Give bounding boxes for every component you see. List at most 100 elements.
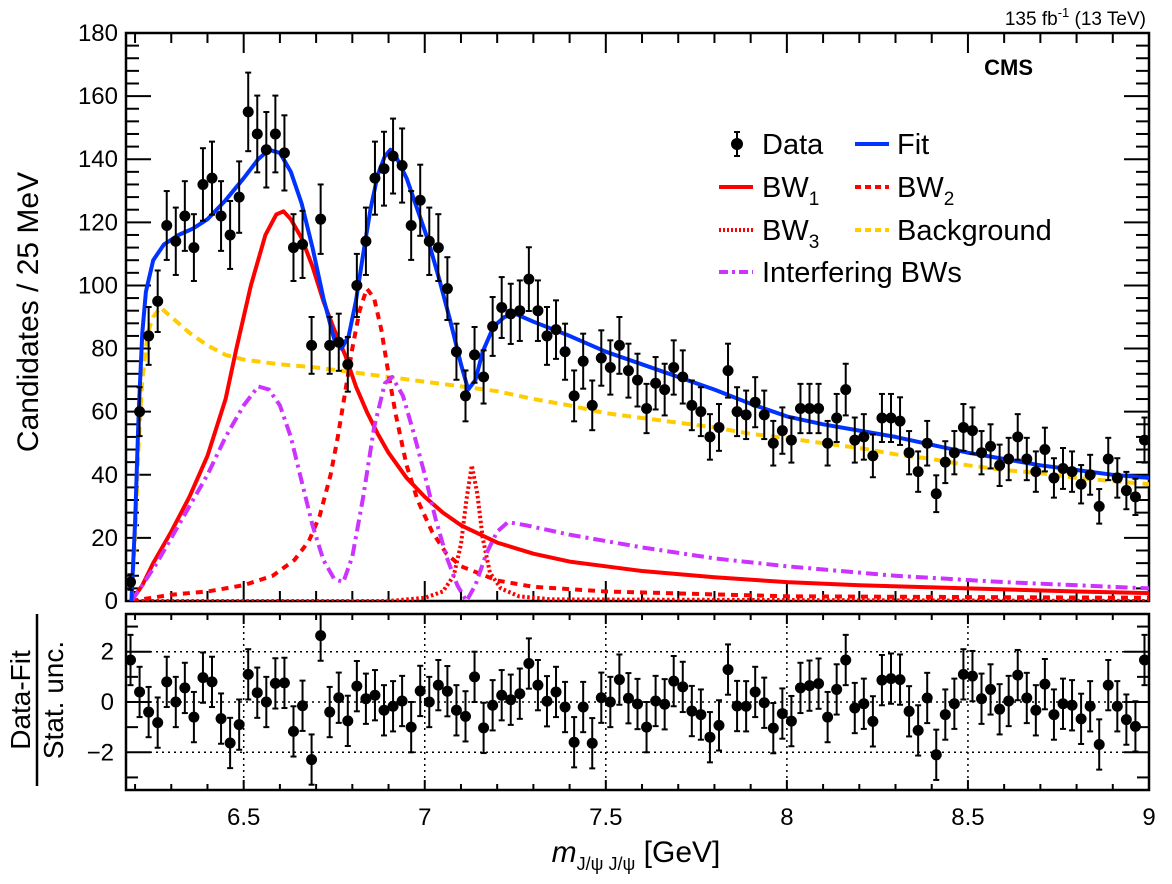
data-marker <box>813 403 825 415</box>
pull-marker <box>903 705 915 717</box>
data-marker <box>957 421 969 433</box>
pull-point <box>577 680 589 734</box>
data-point <box>577 332 589 390</box>
pull-marker <box>1030 704 1042 716</box>
pull-y-tick-label: −2 <box>87 739 114 766</box>
pull-point <box>749 665 761 719</box>
pull-point <box>713 699 725 752</box>
data-point <box>776 406 788 455</box>
y-tick-label: 160 <box>78 83 118 110</box>
pull-marker <box>831 683 843 695</box>
data-marker <box>297 238 309 250</box>
data-marker <box>1093 500 1105 512</box>
pull-marker <box>577 701 589 713</box>
data-point <box>722 342 734 399</box>
pull-y-axis-title: Data-Fit Stat. unc. <box>5 614 69 786</box>
pull-point <box>695 688 707 741</box>
pull-marker <box>414 685 426 697</box>
pull-marker <box>342 715 354 727</box>
pull-point <box>1102 659 1114 712</box>
data-point <box>278 114 290 192</box>
pull-marker <box>613 674 625 686</box>
legend-item-background: Background <box>855 215 1052 247</box>
data-point <box>269 94 281 174</box>
experiment-label: CMS <box>984 55 1033 80</box>
pull-point <box>722 643 734 696</box>
data-point <box>1093 488 1105 525</box>
pull-marker <box>749 686 761 698</box>
data-marker <box>360 235 372 247</box>
data-point <box>505 282 517 345</box>
data-marker <box>233 191 245 203</box>
data-point <box>441 256 453 321</box>
pull-point <box>152 696 164 749</box>
pull-point <box>641 701 653 754</box>
pull-marker <box>1012 669 1024 681</box>
pull-point <box>813 657 825 710</box>
data-marker <box>903 447 915 459</box>
data-point <box>912 450 924 493</box>
data-marker <box>161 219 173 231</box>
data-marker <box>1012 431 1024 443</box>
data-marker <box>985 440 997 452</box>
pull-point <box>1093 718 1105 771</box>
data-marker <box>894 415 906 427</box>
data-marker <box>976 447 988 459</box>
data-marker <box>496 302 508 314</box>
data-point <box>813 382 825 435</box>
pull-point <box>333 671 345 724</box>
data-marker <box>125 576 137 588</box>
legend-label-bw1: BW1 <box>762 172 819 210</box>
pull-y-tick-label: 0 <box>101 689 114 716</box>
data-marker <box>369 172 381 184</box>
x-axis-title: mJ/ψ J/ψ [GeV] <box>552 836 721 874</box>
data-marker <box>613 339 625 351</box>
pull-point <box>604 675 616 729</box>
pull-marker <box>740 700 752 712</box>
data-point <box>1084 453 1096 496</box>
data-marker <box>1138 434 1150 446</box>
data-point <box>1003 436 1015 482</box>
pull-marker <box>1129 720 1141 732</box>
data-marker <box>333 336 345 348</box>
data-point <box>559 322 571 381</box>
pull-marker <box>722 664 734 676</box>
pull-point <box>450 684 462 737</box>
data-marker <box>659 384 671 396</box>
pull-point <box>541 675 553 728</box>
data-marker <box>1102 453 1114 465</box>
pull-marker <box>994 703 1006 715</box>
data-marker <box>1048 472 1060 484</box>
data-point <box>161 190 173 261</box>
data-marker <box>188 242 200 254</box>
data-point <box>242 71 254 153</box>
data-point <box>251 94 263 174</box>
legend-label-bw3: BW3 <box>762 215 819 253</box>
pull-point <box>197 651 209 704</box>
data-point <box>206 140 218 216</box>
curve-bw3 <box>131 463 1149 601</box>
x-tick-label: 8.5 <box>951 804 984 831</box>
data-marker <box>179 210 191 222</box>
pull-marker <box>269 677 281 689</box>
pull-marker <box>315 630 327 642</box>
y-tick-label: 120 <box>78 209 118 236</box>
pull-marker <box>1111 700 1123 712</box>
pull-point <box>1111 680 1123 733</box>
pull-point <box>242 648 254 701</box>
data-marker <box>224 229 236 241</box>
data-point <box>487 296 499 357</box>
data-marker <box>867 450 879 462</box>
pull-point <box>957 648 969 701</box>
pull-point <box>1039 658 1051 711</box>
pull-point <box>505 673 517 726</box>
pull-marker <box>170 696 182 708</box>
pull-marker <box>677 681 689 693</box>
pull-marker <box>224 737 236 749</box>
data-point <box>794 382 806 435</box>
data-point <box>432 213 444 282</box>
curve-fit <box>129 147 1149 601</box>
pull-point <box>568 716 580 769</box>
pull-point <box>939 688 951 741</box>
pull-marker <box>487 699 499 711</box>
